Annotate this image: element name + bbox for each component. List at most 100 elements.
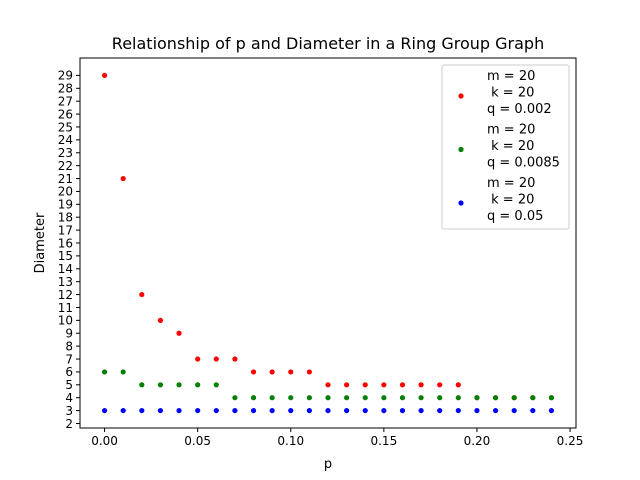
- data-point: [195, 356, 201, 362]
- data-point: [157, 317, 164, 323]
- data-point: [213, 407, 219, 414]
- y-tick-label: 19: [58, 198, 73, 212]
- data-point: [325, 395, 331, 401]
- y-tick-label: 2: [65, 417, 73, 431]
- data-point: [250, 369, 257, 375]
- data-point: [455, 407, 461, 414]
- y-tick-label: 22: [58, 159, 73, 173]
- legend-marker: [458, 200, 464, 206]
- y-tick-label: 14: [58, 262, 73, 276]
- data-point: [213, 356, 219, 362]
- data-point: [250, 407, 257, 414]
- x-axis: 0.00 0.05 0.10 0.15 0.20 0.25: [91, 428, 583, 448]
- y-tick-label: 15: [58, 249, 73, 263]
- legend-label: m = 20: [487, 123, 535, 138]
- data-point: [455, 395, 461, 401]
- data-point: [418, 382, 424, 388]
- legend-entry-3: m = 20 k = 20q = 0.05: [458, 176, 543, 224]
- data-point: [325, 407, 331, 414]
- data-point: [120, 175, 126, 182]
- data-point: [213, 382, 219, 388]
- y-tick-label: 25: [58, 120, 73, 134]
- data-point: [250, 395, 257, 401]
- data-point: [288, 395, 294, 401]
- y-tick-label: 27: [58, 94, 73, 108]
- y-tick-label: 28: [58, 82, 73, 96]
- y-axis-label: Diameter: [33, 212, 48, 273]
- data-point: [269, 369, 275, 375]
- legend-entry-1: m = 20 k = 20q = 0.002: [458, 69, 552, 117]
- x-tick-label: 0.00: [91, 434, 118, 448]
- y-tick-label: 29: [58, 69, 73, 83]
- data-point: [437, 395, 443, 401]
- data-point: [139, 382, 145, 388]
- y-tick-label: 4: [65, 391, 73, 405]
- data-point: [288, 407, 294, 414]
- x-tick-label: 0.20: [464, 434, 491, 448]
- data-point: [269, 407, 275, 414]
- data-point: [381, 395, 387, 401]
- data-point: [418, 395, 424, 401]
- data-point: [232, 407, 238, 414]
- chart-title: Relationship of p and Diameter in a Ring…: [112, 34, 544, 53]
- y-tick-label: 10: [58, 314, 73, 328]
- x-tick-label: 0.15: [370, 434, 397, 448]
- data-point: [530, 407, 536, 414]
- y-tick-label: 12: [58, 288, 73, 302]
- y-tick-label: 9: [65, 327, 73, 341]
- data-point: [381, 382, 387, 388]
- y-tick-label: 17: [58, 223, 73, 237]
- data-point: [195, 407, 201, 414]
- data-point: [548, 395, 555, 401]
- data-point: [511, 395, 517, 401]
- x-tick-label: 0.10: [277, 434, 304, 448]
- data-point: [306, 369, 312, 375]
- series-3: [101, 407, 555, 414]
- data-point: [362, 407, 368, 414]
- data-point: [492, 407, 499, 414]
- data-point: [101, 407, 108, 414]
- y-tick-label: 11: [58, 301, 73, 315]
- data-point: [288, 369, 294, 375]
- legend-marker: [458, 93, 464, 99]
- y-tick-label: 21: [58, 172, 73, 186]
- data-points: [101, 72, 555, 414]
- legend-label: q = 0.05: [487, 209, 543, 224]
- data-point: [474, 395, 480, 401]
- data-point: [139, 407, 145, 414]
- legend-marker: [458, 146, 464, 153]
- data-point: [437, 382, 443, 388]
- data-point: [511, 407, 517, 414]
- data-point: [157, 407, 164, 414]
- data-point: [232, 356, 238, 362]
- y-tick-label: 6: [65, 365, 73, 379]
- data-point: [269, 395, 275, 401]
- y-tick-label: 20: [58, 185, 73, 199]
- data-point: [344, 395, 350, 401]
- y-tick-label: 7: [65, 352, 73, 366]
- y-axis: 2345678910111213141516171819202122232425…: [58, 69, 80, 431]
- data-point: [176, 382, 182, 388]
- data-point: [120, 407, 126, 414]
- y-tick-label: 13: [58, 275, 73, 289]
- y-tick-label: 3: [65, 404, 73, 418]
- series-2: [101, 369, 555, 401]
- y-tick-label: 23: [58, 146, 73, 160]
- data-point: [362, 395, 368, 401]
- data-point: [306, 395, 312, 401]
- data-point: [455, 382, 461, 388]
- data-point: [157, 382, 164, 388]
- data-point: [120, 369, 126, 375]
- data-point: [344, 407, 350, 414]
- legend-label: m = 20: [487, 69, 535, 84]
- data-point: [306, 407, 312, 414]
- data-point: [399, 407, 406, 414]
- y-tick-label: 26: [58, 107, 73, 121]
- y-tick-label: 24: [58, 133, 73, 147]
- legend-label: k = 20: [487, 139, 534, 154]
- data-point: [176, 407, 182, 414]
- x-tick-label: 0.25: [557, 434, 584, 448]
- data-point: [101, 72, 108, 79]
- legend-label: q = 0.0085: [487, 156, 560, 171]
